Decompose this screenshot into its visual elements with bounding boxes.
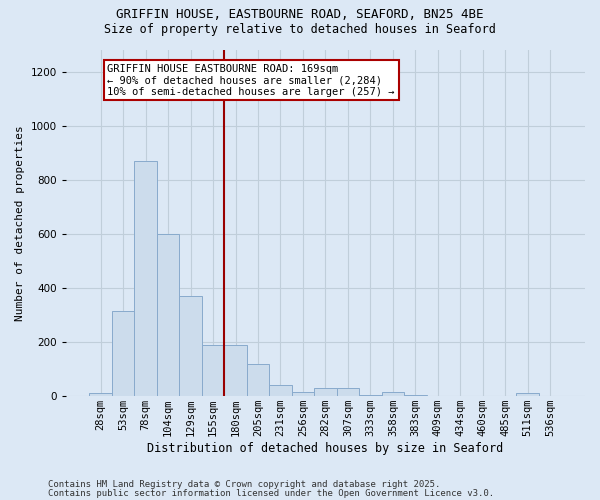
Text: Size of property relative to detached houses in Seaford: Size of property relative to detached ho… xyxy=(104,22,496,36)
Text: GRIFFIN HOUSE EASTBOURNE ROAD: 169sqm
← 90% of detached houses are smaller (2,28: GRIFFIN HOUSE EASTBOURNE ROAD: 169sqm ← … xyxy=(107,64,395,96)
Bar xyxy=(517,394,539,396)
Bar xyxy=(157,234,179,396)
Bar xyxy=(337,388,359,396)
X-axis label: Distribution of detached houses by size in Seaford: Distribution of detached houses by size … xyxy=(147,442,503,455)
Bar xyxy=(292,392,314,396)
Bar xyxy=(269,386,292,396)
Bar xyxy=(179,296,202,396)
Bar xyxy=(202,345,224,396)
Bar xyxy=(134,161,157,396)
Bar xyxy=(112,311,134,396)
Bar xyxy=(224,345,247,396)
Text: Contains HM Land Registry data © Crown copyright and database right 2025.: Contains HM Land Registry data © Crown c… xyxy=(48,480,440,489)
Bar xyxy=(404,395,427,396)
Bar xyxy=(89,394,112,396)
Y-axis label: Number of detached properties: Number of detached properties xyxy=(15,125,25,321)
Bar xyxy=(359,395,382,396)
Bar xyxy=(247,364,269,396)
Bar xyxy=(382,392,404,396)
Text: Contains public sector information licensed under the Open Government Licence v3: Contains public sector information licen… xyxy=(48,490,494,498)
Text: GRIFFIN HOUSE, EASTBOURNE ROAD, SEAFORD, BN25 4BE: GRIFFIN HOUSE, EASTBOURNE ROAD, SEAFORD,… xyxy=(116,8,484,20)
Bar xyxy=(314,388,337,396)
